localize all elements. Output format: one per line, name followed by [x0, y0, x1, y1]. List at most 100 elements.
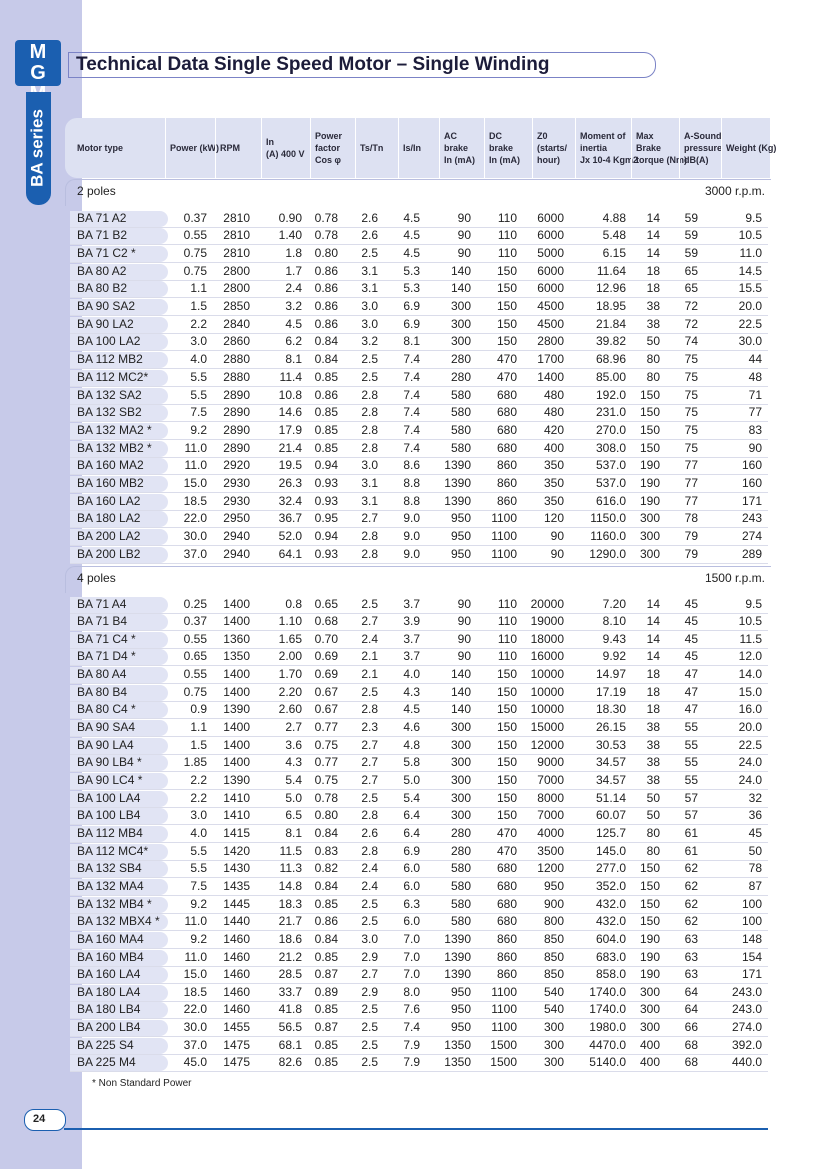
table-cell: 1400 [537, 369, 564, 384]
table-cell: 7.0 [403, 931, 420, 946]
row-line [70, 332, 768, 334]
table-cell: 1460 [223, 931, 250, 946]
table-cell: 5.0 [285, 790, 302, 805]
table-cell: 3.1 [361, 493, 378, 508]
row-line [70, 700, 768, 702]
table-cell: 150 [496, 281, 517, 296]
type-cell [70, 316, 168, 333]
table-cell: 5140.0 [589, 1055, 626, 1070]
table-cell: 150 [496, 755, 517, 770]
row-line [70, 824, 768, 826]
motor-type: BA 90 LA4 [77, 737, 134, 752]
table-cell: 26.3 [278, 476, 302, 490]
type-cell [70, 773, 168, 789]
table-cell: 2.4 [361, 861, 378, 876]
table-cell: 7.20 [602, 596, 626, 611]
row-line [70, 647, 768, 649]
type-cell [70, 702, 168, 719]
header-divider [215, 118, 216, 178]
table-cell: 0.85 [314, 369, 338, 384]
table-cell: 0.85 [314, 949, 338, 964]
table-cell: 1440 [223, 914, 250, 929]
row-line [70, 1036, 768, 1038]
motor-type: BA 90 SA2 [77, 299, 136, 313]
table-cell: 300 [450, 720, 471, 735]
column-header: factor [315, 143, 341, 153]
table-cell: 17.9 [278, 422, 302, 437]
row-line [70, 403, 768, 405]
table-cell: 2800 [537, 334, 564, 349]
table-cell: 3.1 [361, 281, 378, 296]
table-cell: 0.75 [183, 263, 207, 278]
table-cell: 55 [684, 737, 698, 752]
table-cell: 6.5 [285, 808, 302, 823]
table-cell: 1400 [223, 720, 250, 735]
table-cell: 2.5 [361, 1037, 378, 1052]
table-cell: 2810 [223, 228, 250, 243]
row-line [70, 1000, 768, 1002]
table-cell: 2.60 [278, 702, 302, 717]
table-cell: 0.84 [314, 352, 338, 367]
table-cell: 64 [684, 1002, 698, 1017]
table-cell: 7.5 [190, 878, 207, 893]
motor-type: BA 132 MB4 * [77, 896, 152, 911]
table-cell: 860 [496, 493, 517, 508]
table-cell: 4.5 [403, 210, 420, 225]
column-header: torque (Nm) [636, 155, 687, 165]
table-cell: 14.5 [738, 263, 762, 278]
row-line [70, 1071, 768, 1073]
table-cell: 140 [450, 702, 471, 717]
column-header: Brake [636, 143, 662, 153]
motor-type: BA 180 LA2 [77, 511, 141, 526]
table-cell: 2.4 [285, 281, 302, 296]
table-cell: 71 [748, 387, 762, 402]
table-cell: 616.0 [595, 493, 626, 508]
table-cell: 18 [646, 263, 660, 278]
table-cell: 950 [450, 1020, 471, 1035]
table-cell: 4.5 [403, 702, 420, 717]
table-cell: 15.0 [183, 476, 207, 490]
row-line [70, 368, 768, 370]
column-header: DC [489, 131, 502, 141]
table-cell: 150 [639, 387, 660, 402]
table-cell: 60.07 [595, 808, 626, 823]
table-cell: 90 [550, 529, 564, 544]
table-cell: 270.0 [595, 422, 626, 437]
row-line [70, 350, 768, 352]
motor-type: BA 71 C4 * [77, 631, 136, 646]
table-cell: 50 [646, 808, 660, 823]
table-cell: 5.5 [190, 861, 207, 876]
column-header: Is/In [403, 143, 422, 153]
table-cell: 1100 [491, 984, 517, 999]
table-cell: 4.0 [403, 667, 420, 682]
table-cell: 800 [543, 914, 564, 929]
table-cell: 4.88 [602, 210, 626, 225]
table-cell: 62 [684, 896, 698, 911]
table-cell: 9.2 [190, 422, 207, 437]
table-cell: 0.87 [314, 967, 338, 982]
motor-type: BA 180 LA4 [77, 984, 141, 999]
page-number: 24 [33, 1113, 46, 1125]
row-line [70, 438, 768, 440]
footer-rule [64, 1128, 768, 1130]
table-cell: 26.15 [595, 720, 626, 735]
table-cell: 280 [450, 843, 471, 858]
table-cell: 38 [646, 737, 660, 752]
table-cell: 75 [684, 352, 698, 367]
table-cell: 14.0 [738, 667, 762, 682]
table-cell: 850 [543, 949, 564, 964]
table-cell: 3.0 [361, 299, 378, 313]
table-cell: 7.0 [403, 967, 420, 982]
motor-type: BA 71 C2 * [77, 245, 136, 260]
table-cell: 5.4 [285, 773, 302, 787]
table-cell: 59 [684, 228, 698, 243]
table-cell: 9.43 [602, 631, 626, 646]
type-cell [70, 914, 168, 931]
table-cell: 300 [543, 1020, 564, 1035]
table-cell: 8.6 [403, 458, 420, 473]
column-header: Power (kW) [170, 143, 220, 153]
table-cell: 80 [646, 843, 660, 858]
table-cell: 900 [543, 896, 564, 911]
table-cell: 47 [684, 667, 698, 682]
motor-type: BA 112 MC2* [77, 369, 149, 384]
